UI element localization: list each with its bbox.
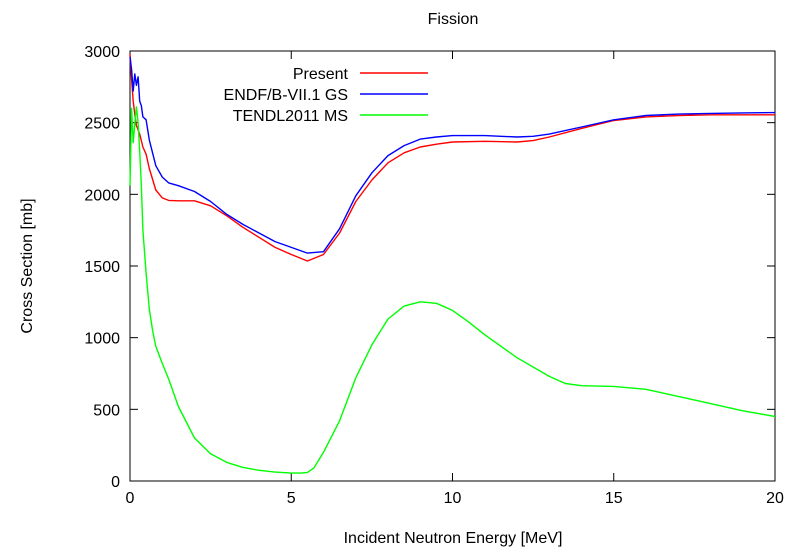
x-tick-label: 15 (605, 490, 623, 507)
legend-label-1: Present (293, 66, 349, 83)
x-tick-label: 5 (287, 490, 296, 507)
y-tick-label: 1000 (84, 331, 120, 348)
axis-ticks: 0 5 10 15 20 0 500 1000 1500 2000 2500 3000 (84, 44, 784, 507)
x-tick-label: 0 (126, 490, 135, 507)
y-tick-label: 1500 (84, 259, 120, 276)
legend-label-2: ENDF/B-VII.1 GS (224, 87, 348, 104)
y-axis-label: Cross Section [mb] (19, 198, 36, 333)
legend-label-3: TENDL2011 MS (233, 108, 348, 125)
y-tick-label: 500 (93, 402, 120, 419)
x-tick-label: 20 (766, 490, 784, 507)
chart-title: Fission (428, 11, 479, 28)
series-line-3 (129, 106, 776, 474)
series-lines (129, 53, 776, 474)
y-tick-label: 3000 (84, 44, 120, 61)
x-tick-label: 10 (444, 490, 462, 507)
y-tick-label: 2500 (84, 116, 120, 133)
legend: Present ENDF/B-VII.1 GS TENDL2011 MS (224, 66, 428, 125)
series-line-2 (129, 56, 776, 254)
x-axis-label: Incident Neutron Energy [MeV] (344, 530, 563, 547)
series-line-1 (129, 53, 775, 262)
y-tick-label: 0 (111, 474, 120, 491)
y-tick-label: 2000 (84, 187, 120, 204)
